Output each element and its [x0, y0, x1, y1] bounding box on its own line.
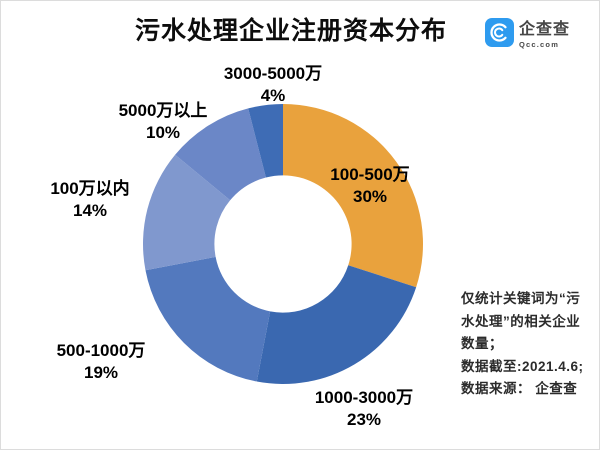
note-line: 数据截至:2021.4.6; — [461, 358, 584, 374]
slice-percent: 19% — [83, 363, 119, 382]
slice-label-over-5000: 5000万以上 10% — [88, 100, 238, 144]
slice-label-under-100: 100万以内 14% — [15, 178, 165, 222]
slice-percent: 4% — [260, 86, 286, 105]
data-source-note: 仅统计关键词为“污 水处理”的相关企业 数量； 数据截至:2021.4.6; 数… — [461, 288, 599, 401]
slice-category: 1000-3000万 — [314, 388, 414, 407]
qcc-logo-text: 企查查 Qcc.com — [519, 20, 571, 49]
note-line: 数据来源： 企查查 — [461, 381, 578, 396]
slice-category: 3000-5000万 — [223, 64, 323, 83]
page-title: 污水处理企业注册资本分布 — [134, 17, 447, 45]
slice-percent: 10% — [145, 123, 181, 142]
slice-percent: 30% — [352, 187, 388, 206]
donut-slice-100万以内 — [143, 154, 231, 271]
slice-label-100-500: 100-500万 30% — [295, 164, 445, 208]
slice-percent: 14% — [72, 201, 108, 220]
note-line: 水处理”的相关企业 — [461, 313, 581, 329]
donut-slice-3000-5000万 — [248, 104, 283, 178]
note-line: 仅统计关键词为“污 — [461, 291, 581, 306]
slice-label-1000-3000: 1000-3000万 23% — [289, 387, 439, 431]
slice-category: 100万以内 — [50, 179, 130, 198]
qcc-logo: 企查查 Qcc.com — [485, 18, 570, 52]
donut-slice-500-1000万 — [145, 256, 271, 382]
qcc-logo-icon — [485, 18, 514, 52]
donut-slice-100-500万 — [283, 104, 424, 288]
donut-slice-5000万以上 — [175, 108, 266, 201]
donut-slice-1000-3000万 — [256, 265, 417, 384]
note-line: 数量； — [461, 336, 503, 351]
slice-category: 100-500万 — [330, 165, 410, 184]
slice-category: 500-1000万 — [56, 341, 146, 360]
qcc-logo-name: 企查查 — [519, 20, 571, 38]
slice-percent: 23% — [346, 410, 382, 429]
slice-category: 5000万以上 — [118, 101, 208, 120]
slice-label-3000-5000: 3000-5000万 4% — [198, 63, 348, 107]
qcc-logo-domain: Qcc.com — [519, 39, 560, 49]
slice-label-500-1000: 500-1000万 19% — [26, 340, 176, 384]
